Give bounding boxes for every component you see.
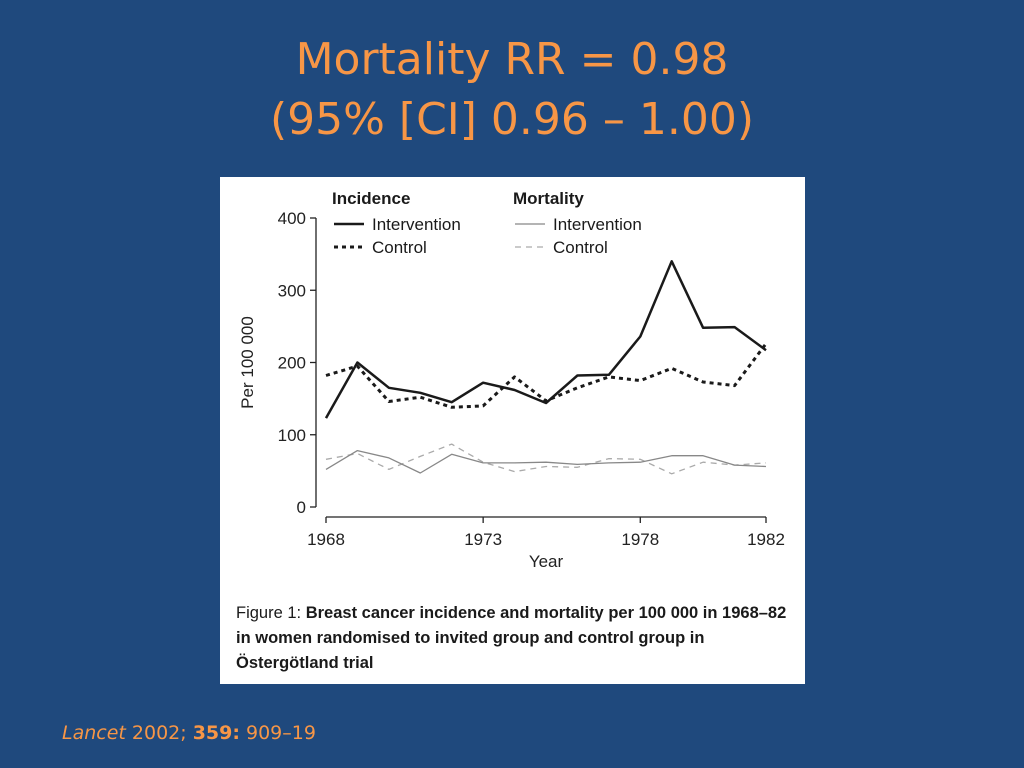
figure-caption-prefix: Figure 1: <box>236 604 306 622</box>
y-tick-label: 100 <box>278 426 306 445</box>
legend-group-title: Incidence <box>332 189 410 208</box>
x-tick-label: 1968 <box>307 530 345 549</box>
legend-label: Control <box>553 238 608 257</box>
x-tick-label: 1973 <box>464 530 502 549</box>
x-tick-label: 1982 <box>747 530 785 549</box>
y-tick-label: 0 <box>297 498 306 517</box>
series-line-mortality-intervention <box>325 449 767 474</box>
citation: Lancet 2002; 359: 909–19 <box>62 722 316 744</box>
line-chart: 0 100 200 300 400 1968 1973 1978 1982 Year Per 100… <box>238 189 785 571</box>
legend-label: Control <box>372 238 427 257</box>
series-line-mortality-control <box>325 443 767 475</box>
series-line-incidence-intervention <box>324 260 767 419</box>
slide-title-line2: (95% [CI] 0.96 – 1.00) <box>269 94 755 145</box>
citation-volume: 359: <box>192 722 240 744</box>
series-line-incidence-control <box>325 342 768 409</box>
figure-panel: 0 100 200 300 400 1968 1973 1978 1982 Year Per 100… <box>220 177 805 684</box>
citation-pages: 909–19 <box>239 722 316 744</box>
legend-label: Intervention <box>553 215 642 234</box>
citation-year: 2002; <box>125 722 193 744</box>
y-tick-label: 300 <box>278 281 306 300</box>
y-tick-label: 400 <box>278 209 306 228</box>
citation-journal: Lancet <box>62 722 126 744</box>
figure-caption-text: Breast cancer incidence and mortality pe… <box>236 604 787 672</box>
figure-caption: Figure 1: Breast cancer incidence and mo… <box>236 601 796 676</box>
legend-label: Intervention <box>372 215 461 234</box>
x-axis-label: Year <box>529 552 564 571</box>
slide-title-line1: Mortality RR = 0.98 <box>295 34 729 85</box>
slide-title: Mortality RR = 0.98 (95% [CI] 0.96 – 1.0… <box>0 30 1024 150</box>
legend-group-title: Mortality <box>513 189 584 208</box>
y-tick-label: 200 <box>278 354 306 373</box>
x-tick-label: 1978 <box>621 530 659 549</box>
y-axis-label: Per 100 000 <box>238 316 257 409</box>
